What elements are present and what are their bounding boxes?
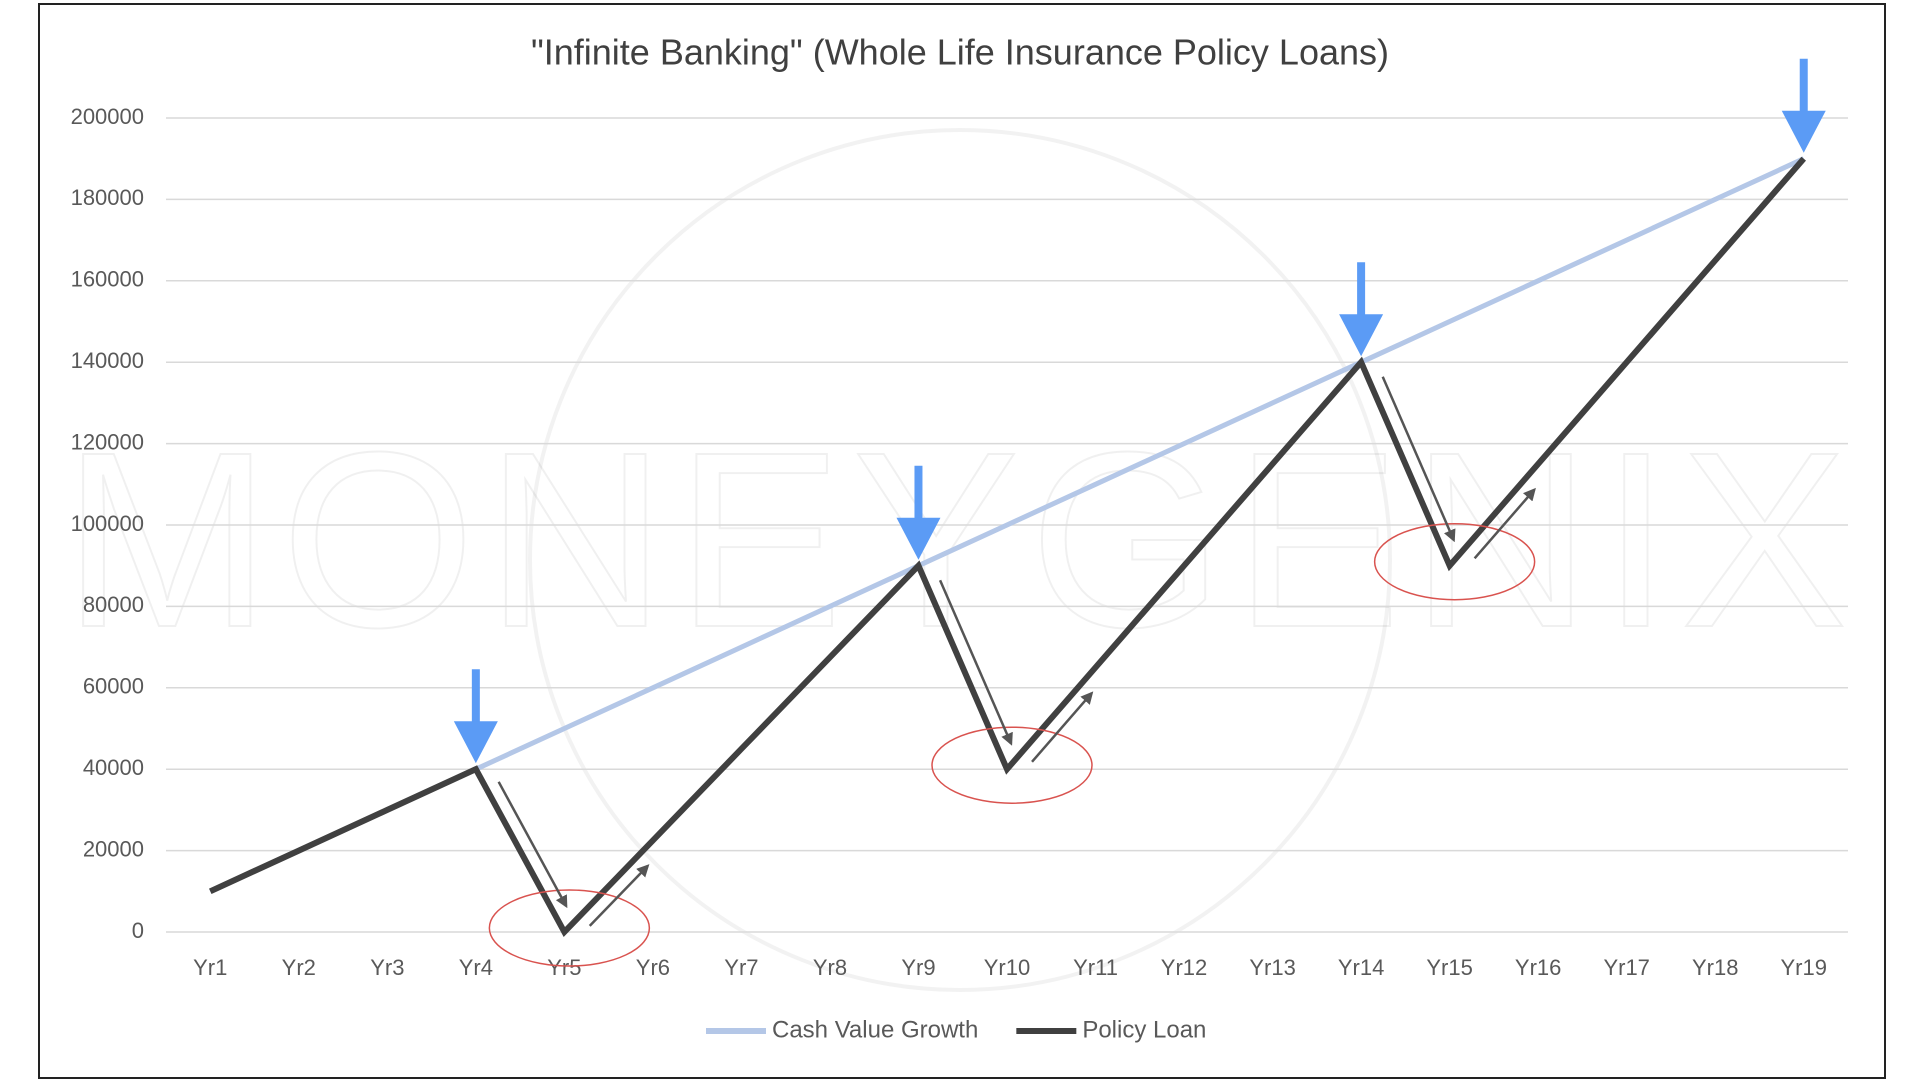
helper-arrow xyxy=(938,579,1013,746)
y-tick-label: 140000 xyxy=(71,348,144,373)
y-tick-label: 180000 xyxy=(71,185,144,210)
y-tick-label: 20000 xyxy=(83,836,144,861)
y-tick-label: 40000 xyxy=(83,755,144,780)
x-tick-label: Yr11 xyxy=(1073,955,1118,980)
x-tick-label: Yr7 xyxy=(724,955,758,980)
dip-circle xyxy=(1373,522,1536,601)
x-tick-label: Yr8 xyxy=(813,955,847,980)
x-tick-label: Yr17 xyxy=(1603,955,1649,980)
x-tick-label: Yr9 xyxy=(901,955,935,980)
dip-circle xyxy=(931,726,1093,804)
y-tick-label: 100000 xyxy=(71,511,144,536)
x-tick-label: Yr14 xyxy=(1338,955,1384,980)
series-line xyxy=(209,156,1807,938)
y-tick-label: 0 xyxy=(132,918,144,943)
y-tick-label: 200000 xyxy=(71,104,144,129)
chart-title: "Infinite Banking" (Whole Life Insurance… xyxy=(531,32,1389,73)
frame xyxy=(38,3,1886,1079)
callout-arrow-head xyxy=(896,517,941,560)
x-tick-label: Yr19 xyxy=(1780,955,1826,980)
callout-arrow-head xyxy=(1339,314,1384,357)
y-tick-label: 160000 xyxy=(71,267,144,292)
x-tick-label: Yr1 xyxy=(193,955,227,980)
x-tick-label: Yr15 xyxy=(1426,955,1472,980)
callout-arrow-head xyxy=(1781,110,1826,153)
x-tick-label: Yr2 xyxy=(282,955,316,980)
x-tick-label: Yr5 xyxy=(547,955,581,980)
x-tick-label: Yr6 xyxy=(636,955,670,980)
legend-label: Cash Value Growth xyxy=(772,1016,978,1043)
helper-arrow xyxy=(497,781,568,909)
x-tick-label: Yr12 xyxy=(1161,955,1207,980)
dip-circle xyxy=(488,889,651,967)
x-tick-label: Yr10 xyxy=(984,955,1030,980)
watermark-circle xyxy=(528,128,1392,992)
y-tick-label: 120000 xyxy=(71,429,144,454)
x-tick-label: Yr4 xyxy=(459,955,493,980)
y-tick-label: 60000 xyxy=(83,674,144,699)
watermark: MONEYGENIX xyxy=(63,400,1858,679)
helper-arrow xyxy=(1473,487,1536,560)
helper-arrow xyxy=(588,864,650,927)
x-tick-label: Yr16 xyxy=(1515,955,1561,980)
callout-arrow-head xyxy=(453,721,498,764)
x-tick-label: Yr3 xyxy=(370,955,404,980)
x-tick-label: Yr13 xyxy=(1249,955,1295,980)
x-tick-label: Yr18 xyxy=(1692,955,1738,980)
helper-arrow xyxy=(1031,691,1094,763)
legend-label: Policy Loan xyxy=(1082,1016,1206,1043)
y-tick-label: 80000 xyxy=(83,592,144,617)
helper-arrow xyxy=(1381,376,1456,543)
